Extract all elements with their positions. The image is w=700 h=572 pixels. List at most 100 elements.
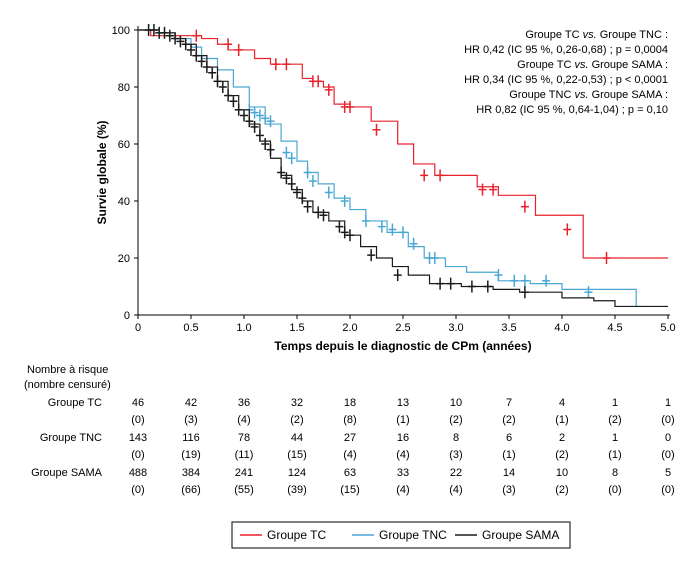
at-risk-cell: 22 [450,467,462,479]
at-risk-cell: 8 [453,432,459,444]
censor-mark [266,143,275,156]
censor-mark [255,109,264,122]
series-groupe-tc [138,29,668,264]
at-risk-cell: 16 [397,432,409,444]
at-risk-cell: 27 [344,432,356,444]
censor-mark [192,29,201,42]
censor-mark [224,89,233,102]
legend-label: Groupe TC [267,528,326,542]
censor-mark [303,166,312,179]
at-risk-cell: 143 [129,432,147,444]
at-risk-cell: 4 [559,397,565,409]
at-risk-cell: 78 [238,432,250,444]
censored-cell: (4) [396,484,409,496]
at-risk-cell: 2 [559,432,565,444]
legend-label: Groupe TNC [379,528,447,542]
censored-cell: (66) [181,484,201,496]
x-tick-label: 5.0 [660,322,675,334]
table-heading: (nombre censuré) [24,379,111,391]
censored-cell: (1) [608,449,621,461]
at-risk-cell: 63 [344,467,356,479]
at-risk-cell: 0 [665,432,671,444]
annotation-line: Groupe TNC vs. Groupe SAMA : [509,89,668,101]
censored-cell: (15) [287,449,307,461]
series-layer [138,24,668,308]
censored-cell: (3) [502,484,515,496]
censor-mark [287,152,296,165]
censor-mark [229,95,238,108]
y-tick-label: 0 [124,310,130,322]
censored-cell: (15) [340,484,360,496]
censor-mark [197,55,206,68]
censored-cell: (0) [131,414,144,426]
at-risk-cell: 124 [288,467,306,479]
at-risk-cell: 488 [129,467,147,479]
censor-mark [266,115,275,128]
at-risk-cell: 8 [612,467,618,479]
censor-mark [335,220,344,233]
x-tick-label: 2.5 [395,322,410,334]
at-risk-cell: 18 [344,397,356,409]
at-risk-cell: 36 [238,397,250,409]
censor-mark [160,26,169,39]
annotation-line: HR 0,34 (IC 95 %, 0,22-0,53) ; p < 0,000… [464,74,668,86]
censor-mark [176,35,185,48]
at-risk-cell: 13 [397,397,409,409]
censored-cell: (2) [502,414,515,426]
annotation-line: HR 0,82 (IC 95 %, 0,64-1,04) ; p = 0,10 [476,104,668,116]
censored-cell: (11) [235,449,254,461]
censor-mark [367,249,376,262]
censor-mark [446,277,455,290]
censor-mark [213,75,222,88]
x-axis-title: Temps depuis le diagnostic de CPm (année… [274,339,531,353]
y-tick-label: 60 [118,139,130,151]
censor-mark [377,220,386,233]
censored-cell: (2) [555,484,568,496]
at-risk-cell: 42 [185,397,197,409]
censored-cell: (4) [343,449,356,461]
censor-mark [298,192,307,205]
censor-mark [361,214,370,227]
censor-mark [287,177,296,190]
censor-mark [293,186,301,199]
censored-cell: (4) [449,484,462,496]
censored-cell: (8) [343,414,356,426]
censored-cell: (1) [555,414,568,426]
censored-cell: (4) [237,414,250,426]
censored-cell: (0) [608,484,621,496]
censor-mark [520,200,529,213]
at-risk-cell: 241 [235,467,253,479]
censored-cell: (0) [661,414,674,426]
at-risk-cell: 1 [612,432,618,444]
censor-mark [483,280,492,293]
x-tick-label: 3.0 [448,322,463,334]
censor-mark [271,58,280,71]
at-risk-cell: 384 [182,467,200,479]
axes: 0 0.5 1.0 1.5 2.0 2.5 3.0 3.5 4.0 4.5 5.0 0 20 40 60 80… [95,25,676,353]
censor-mark [467,280,476,293]
censor-mark [314,206,323,219]
censored-cell: (39) [287,484,307,496]
censor-mark [224,38,233,51]
at-risk-cell: 7 [506,397,512,409]
censor-mark [409,237,418,250]
censored-cell: (55) [234,484,254,496]
censor-mark [324,186,333,199]
censor-mark [340,195,349,207]
censor-mark [399,226,407,239]
at-risk-cell: 1 [665,397,671,409]
censor-mark [261,112,270,125]
censor-mark [346,100,354,113]
censored-cell: (3) [184,414,197,426]
risk-table: Nombre à risque (nombre censuré) Groupe TC… [24,364,675,496]
censored-cell: (1) [396,414,409,426]
x-tick-label: 1.5 [289,322,304,334]
survival-curve [138,29,668,259]
series-groupe-tnc [138,29,642,308]
x-tick-label: 0 [135,322,141,334]
censor-mark [393,269,402,282]
censor-mark [489,183,498,196]
censor-mark [420,169,429,182]
legend-box [231,521,571,549]
